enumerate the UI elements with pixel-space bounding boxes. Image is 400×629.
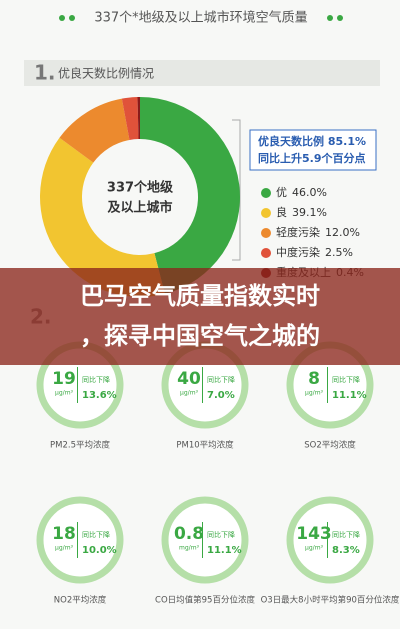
value: 40 (177, 369, 201, 389)
change-label: 同比下降 (207, 530, 235, 539)
legend-value: 46.0% (292, 186, 327, 199)
divider (327, 522, 328, 558)
section-title: 优良天数比例情况 (58, 66, 154, 81)
change-label: 同比下降 (332, 375, 360, 384)
legend-label: 良 39.1% (276, 205, 327, 219)
pollutant-name: O3日最大8小时平均第90百分位浓度 (261, 595, 400, 606)
annotation-box (249, 129, 377, 171)
pie-slice (137, 97, 140, 140)
unit: μg/m³ (55, 390, 73, 397)
pollutant-name: PM10平均浓度 (176, 440, 234, 451)
pie-slice (121, 97, 139, 140)
legend-swatch (261, 248, 271, 258)
value: 8 (308, 369, 320, 389)
legend-name: 中度污染 (276, 245, 320, 259)
title: 337个*地级及以上城市环境空气质量 (94, 10, 307, 26)
divider (327, 367, 328, 403)
unit: μg/m³ (180, 390, 198, 397)
legend-value: 2.5% (325, 246, 353, 259)
pie-slice (59, 98, 130, 163)
divider (77, 522, 78, 558)
change-label: 同比下降 (207, 375, 235, 384)
pie-slice (140, 97, 240, 294)
change: 8.3% (332, 545, 360, 556)
center-label: 及以上城市 (107, 200, 172, 216)
dot (337, 15, 343, 21)
overlay-text: 巴马空气质量指数实时 (80, 282, 320, 310)
legend-label: 轻度污染 12.0% (276, 225, 360, 239)
pollutant-name: PM2.5平均浓度 (50, 440, 110, 451)
value: 19 (52, 369, 76, 389)
change: 10.0% (82, 545, 117, 556)
legend-label: 优 46.0% (276, 186, 327, 199)
legend-value: 39.1% (292, 206, 327, 219)
dot (327, 15, 333, 21)
unit: μg/m³ (305, 390, 323, 397)
divider (77, 367, 78, 403)
divider (202, 522, 203, 558)
legend-name: 良 (276, 205, 287, 219)
change: 11.1% (207, 545, 242, 556)
legend-swatch (261, 228, 271, 238)
value: 18 (52, 524, 76, 544)
unit: mg/m³ (179, 545, 200, 552)
legend-name: 轻度污染 (276, 225, 320, 239)
change-label: 同比下降 (332, 530, 360, 539)
change: 11.1% (332, 390, 367, 401)
pie-slice (40, 137, 165, 297)
divider (202, 367, 203, 403)
pollutant-name: CO日均值第95百分位浓度 (155, 595, 255, 606)
ring (161, 496, 249, 584)
pollutant-name: NO2平均浓度 (54, 595, 107, 606)
center-label: 337个地级 (107, 180, 174, 196)
change-label: 同比下降 (82, 375, 110, 384)
unit: μg/m³ (55, 545, 73, 552)
overlay-band (0, 268, 400, 365)
annotation: 优良天数比例 85.1% (258, 134, 366, 148)
ring (286, 496, 374, 584)
dot (59, 15, 65, 21)
value: 143 (296, 524, 332, 544)
dot (69, 15, 75, 21)
unit: μg/m³ (305, 545, 323, 552)
ring (36, 496, 124, 584)
overlay-text: ，探寻中国空气之城的 (80, 322, 320, 350)
bracket (232, 119, 241, 261)
section-number: 1. (34, 61, 56, 85)
annotation: 同比上升5.9个百分点 (258, 151, 366, 165)
legend-swatch (261, 188, 271, 198)
legend-swatch (261, 208, 271, 218)
change: 13.6% (82, 390, 117, 401)
legend-value: 12.0% (325, 226, 360, 239)
change-label: 同比下降 (82, 530, 110, 539)
legend-name: 优 (276, 186, 287, 199)
value: 0.8 (174, 524, 204, 544)
pollutant-name: SO2平均浓度 (304, 440, 356, 451)
legend-label: 中度污染 2.5% (276, 245, 353, 259)
change: 7.0% (207, 390, 235, 401)
section-band (24, 60, 380, 86)
